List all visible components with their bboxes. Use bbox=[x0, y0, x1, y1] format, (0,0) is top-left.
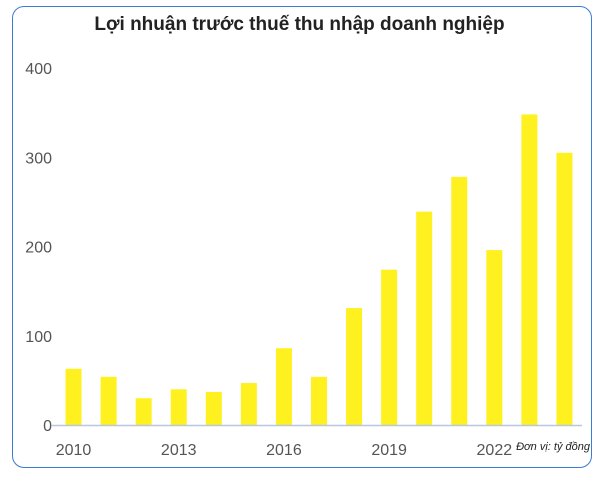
bar-2019 bbox=[381, 269, 398, 425]
bars-group bbox=[65, 114, 573, 425]
bar-2015 bbox=[240, 383, 257, 425]
y-tick-label-400: 400 bbox=[25, 61, 52, 78]
x-ticks-group: 2010 2013 2016 2019 2022 bbox=[56, 442, 512, 459]
bar-2014 bbox=[205, 391, 222, 425]
bar-2017 bbox=[311, 376, 327, 425]
bar-2016 bbox=[275, 348, 292, 425]
x-tick-label-2013: 2013 bbox=[161, 442, 197, 459]
bar-2021 bbox=[451, 176, 468, 425]
x-tick-label-2019: 2019 bbox=[371, 442, 407, 459]
x-tick-label-2022: 2022 bbox=[477, 442, 513, 459]
bar-2020 bbox=[416, 211, 433, 425]
y-tick-label-300: 300 bbox=[25, 150, 52, 167]
unit-note: Đơn vị: tỷ đồng bbox=[516, 441, 591, 453]
bar-2010 bbox=[65, 368, 82, 425]
y-tick-label-0: 0 bbox=[43, 418, 52, 435]
bar-2024 bbox=[556, 152, 573, 425]
bar-2013 bbox=[170, 389, 187, 425]
bar-2018 bbox=[346, 308, 363, 425]
x-tick-label-2016: 2016 bbox=[266, 442, 302, 459]
y-tick-label-200: 200 bbox=[25, 240, 52, 257]
bar-2023 bbox=[521, 114, 538, 425]
bar-2012 bbox=[135, 398, 152, 425]
y-ticks-group: 0 100 200 300 400 bbox=[25, 61, 52, 435]
bar-2011 bbox=[100, 376, 117, 425]
chart-title: Lợi nhuận trước thuế thu nhập doanh nghi… bbox=[94, 14, 505, 35]
x-tick-label-2010: 2010 bbox=[56, 442, 92, 459]
bar-2022 bbox=[486, 250, 503, 425]
y-tick-label-100: 100 bbox=[25, 329, 52, 346]
